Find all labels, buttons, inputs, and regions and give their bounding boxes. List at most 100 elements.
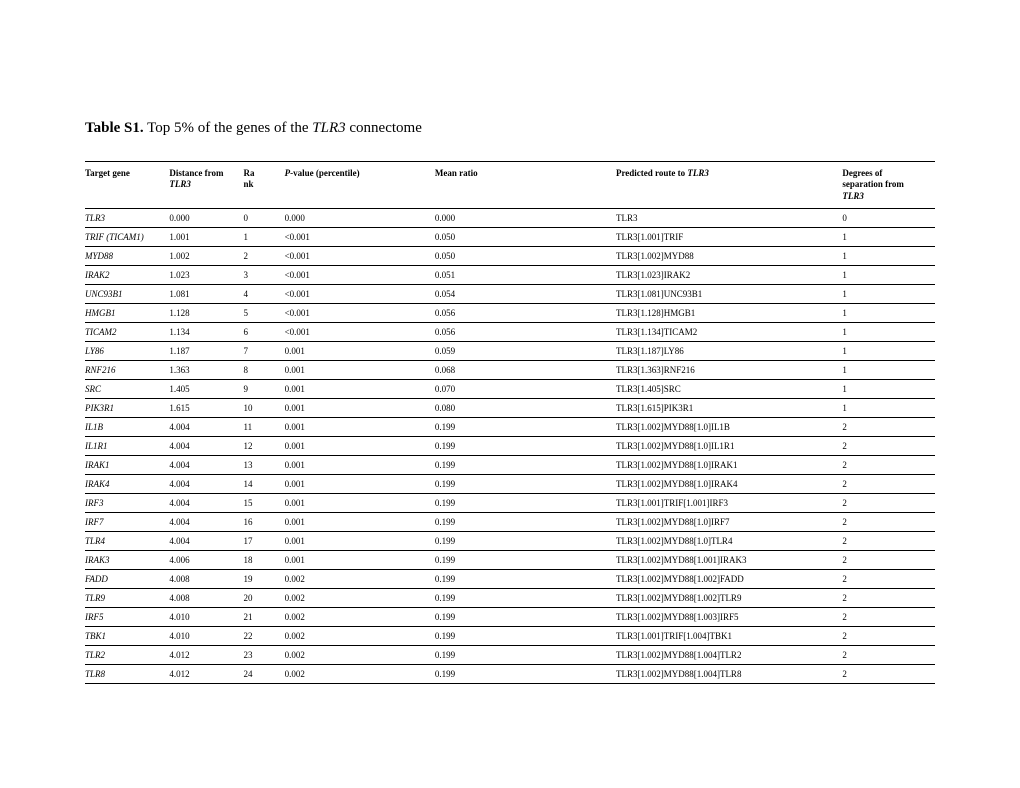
cell-rank: 11 bbox=[243, 417, 284, 436]
cell-pval: 0.001 bbox=[285, 417, 435, 436]
cell-deg: 1 bbox=[842, 360, 935, 379]
cell-dist: 4.004 bbox=[169, 436, 243, 455]
header-label-ital: TLR3 bbox=[687, 168, 709, 178]
cell-deg: 2 bbox=[842, 512, 935, 531]
cell-pval: 0.001 bbox=[285, 512, 435, 531]
table-row: IL1R14.004120.0010.199TLR3[1.002]MYD88[1… bbox=[85, 436, 935, 455]
caption-text-b: connectome bbox=[346, 120, 422, 136]
cell-gene: TICAM2 bbox=[85, 322, 169, 341]
cell-rank: 6 bbox=[243, 322, 284, 341]
cell-pval: 0.002 bbox=[285, 569, 435, 588]
cell-deg: 2 bbox=[842, 588, 935, 607]
cell-dist: 4.004 bbox=[169, 417, 243, 436]
table-row: TLR84.012240.0020.199TLR3[1.002]MYD88[1.… bbox=[85, 664, 935, 683]
cell-rank: 12 bbox=[243, 436, 284, 455]
cell-gene: TLR9 bbox=[85, 588, 169, 607]
cell-mr: 0.199 bbox=[435, 664, 616, 683]
cell-deg: 2 bbox=[842, 645, 935, 664]
table-row: LY861.18770.0010.059TLR3[1.187]LY861 bbox=[85, 341, 935, 360]
cell-route: TLR3[1.002]MYD88[1.0]IRF7 bbox=[616, 512, 842, 531]
cell-gene: IRF3 bbox=[85, 493, 169, 512]
page: Table S1. Top 5% of the genes of the TLR… bbox=[0, 0, 1020, 684]
table-row: TLR94.008200.0020.199TLR3[1.002]MYD88[1.… bbox=[85, 588, 935, 607]
cell-route: TLR3[1.002]MYD88[1.004]TLR2 bbox=[616, 645, 842, 664]
cell-deg: 2 bbox=[842, 417, 935, 436]
cell-deg: 2 bbox=[842, 474, 935, 493]
cell-pval: 0.001 bbox=[285, 398, 435, 417]
cell-dist: 4.004 bbox=[169, 512, 243, 531]
header-label: nk bbox=[243, 179, 253, 189]
cell-rank: 3 bbox=[243, 265, 284, 284]
cell-dist: 1.363 bbox=[169, 360, 243, 379]
cell-pval: <0.001 bbox=[285, 265, 435, 284]
cell-dist: 1.081 bbox=[169, 284, 243, 303]
cell-mr: 0.199 bbox=[435, 626, 616, 645]
cell-gene: MYD88 bbox=[85, 246, 169, 265]
col-rank: Ra nk bbox=[243, 162, 284, 209]
cell-deg: 1 bbox=[842, 265, 935, 284]
header-label: Distance from bbox=[169, 168, 223, 178]
cell-rank: 24 bbox=[243, 664, 284, 683]
col-target-gene: Target gene bbox=[85, 162, 169, 209]
cell-rank: 14 bbox=[243, 474, 284, 493]
cell-gene: TLR2 bbox=[85, 645, 169, 664]
cell-pval: 0.001 bbox=[285, 493, 435, 512]
cell-pval: 0.000 bbox=[285, 208, 435, 227]
cell-dist: 4.004 bbox=[169, 455, 243, 474]
col-pvalue: P-value (percentile) bbox=[285, 162, 435, 209]
cell-deg: 1 bbox=[842, 284, 935, 303]
cell-dist: 1.002 bbox=[169, 246, 243, 265]
table-row: RNF2161.36380.0010.068TLR3[1.363]RNF2161 bbox=[85, 360, 935, 379]
cell-pval: <0.001 bbox=[285, 227, 435, 246]
cell-mr: 0.199 bbox=[435, 493, 616, 512]
cell-dist: 1.187 bbox=[169, 341, 243, 360]
cell-dist: 4.006 bbox=[169, 550, 243, 569]
table-row: IL1B4.004110.0010.199TLR3[1.002]MYD88[1.… bbox=[85, 417, 935, 436]
cell-pval: 0.002 bbox=[285, 626, 435, 645]
cell-pval: 0.001 bbox=[285, 531, 435, 550]
cell-pval: 0.002 bbox=[285, 645, 435, 664]
cell-mr: 0.070 bbox=[435, 379, 616, 398]
cell-deg: 1 bbox=[842, 341, 935, 360]
cell-gene: HMGB1 bbox=[85, 303, 169, 322]
cell-dist: 4.008 bbox=[169, 588, 243, 607]
cell-gene: IRAK4 bbox=[85, 474, 169, 493]
cell-rank: 0 bbox=[243, 208, 284, 227]
header-label: Target gene bbox=[85, 168, 130, 178]
header-label: Degrees of bbox=[842, 168, 882, 178]
cell-mr: 0.199 bbox=[435, 417, 616, 436]
table-row: TLR30.00000.0000.000TLR30 bbox=[85, 208, 935, 227]
cell-deg: 1 bbox=[842, 246, 935, 265]
header-label-ital: TLR3 bbox=[842, 191, 864, 201]
cell-mr: 0.199 bbox=[435, 569, 616, 588]
header-label: -value (percentile) bbox=[290, 168, 360, 178]
cell-deg: 1 bbox=[842, 227, 935, 246]
cell-mr: 0.050 bbox=[435, 227, 616, 246]
cell-dist: 4.008 bbox=[169, 569, 243, 588]
cell-rank: 2 bbox=[243, 246, 284, 265]
cell-rank: 15 bbox=[243, 493, 284, 512]
cell-mr: 0.068 bbox=[435, 360, 616, 379]
cell-dist: 1.128 bbox=[169, 303, 243, 322]
table-row: PIK3R11.615100.0010.080TLR3[1.615]PIK3R1… bbox=[85, 398, 935, 417]
cell-gene: FADD bbox=[85, 569, 169, 588]
cell-gene: UNC93B1 bbox=[85, 284, 169, 303]
cell-deg: 2 bbox=[842, 664, 935, 683]
cell-route: TLR3[1.002]MYD88[1.002]FADD bbox=[616, 569, 842, 588]
cell-pval: 0.001 bbox=[285, 341, 435, 360]
table-row: IRAK34.006180.0010.199TLR3[1.002]MYD88[1… bbox=[85, 550, 935, 569]
cell-dist: 1.023 bbox=[169, 265, 243, 284]
cell-pval: <0.001 bbox=[285, 284, 435, 303]
cell-deg: 2 bbox=[842, 493, 935, 512]
cell-pval: <0.001 bbox=[285, 322, 435, 341]
data-table: Target gene Distance from TLR3 Ra nk P-v… bbox=[85, 161, 935, 684]
cell-rank: 20 bbox=[243, 588, 284, 607]
cell-rank: 16 bbox=[243, 512, 284, 531]
cell-mr: 0.051 bbox=[435, 265, 616, 284]
cell-gene: SRC bbox=[85, 379, 169, 398]
table-row: TLR24.012230.0020.199TLR3[1.002]MYD88[1.… bbox=[85, 645, 935, 664]
header-row: Target gene Distance from TLR3 Ra nk P-v… bbox=[85, 162, 935, 209]
cell-gene: TLR8 bbox=[85, 664, 169, 683]
cell-route: TLR3[1.002]MYD88[1.0]IRAK4 bbox=[616, 474, 842, 493]
cell-deg: 2 bbox=[842, 455, 935, 474]
